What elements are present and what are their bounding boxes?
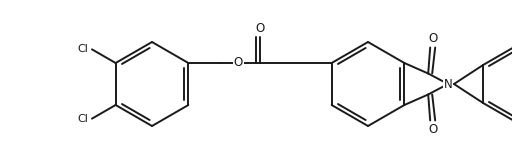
Text: N: N bbox=[443, 77, 453, 91]
Text: O: O bbox=[429, 32, 438, 45]
Text: O: O bbox=[234, 56, 243, 70]
Text: O: O bbox=[256, 22, 265, 34]
Text: Cl: Cl bbox=[77, 114, 88, 124]
Text: O: O bbox=[429, 123, 438, 136]
Text: Cl: Cl bbox=[77, 44, 88, 54]
